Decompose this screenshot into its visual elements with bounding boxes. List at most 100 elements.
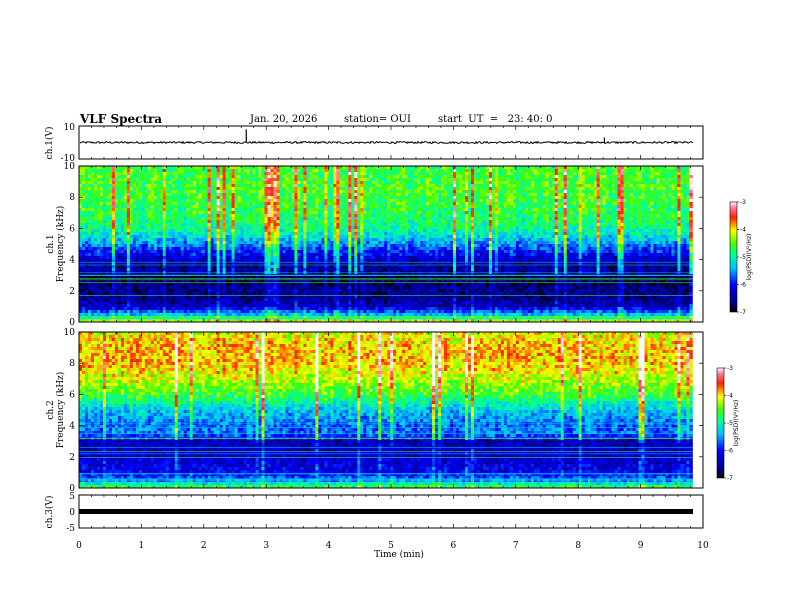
spectrogram-cell: [357, 175, 361, 179]
spectrogram-cell: [306, 202, 310, 206]
spectrogram-cell: [324, 214, 328, 218]
spectrogram-cell: [144, 199, 149, 203]
spectrogram-cell: [512, 166, 517, 170]
spectrogram-cell: [536, 235, 541, 239]
spectrogram-cell: [560, 226, 565, 230]
spectrogram-cell: [342, 193, 346, 197]
spectrogram-cell: [381, 199, 385, 203]
spectrogram-cell: [204, 175, 209, 179]
spectrogram-cell: [99, 214, 104, 218]
spectrogram-cell: [479, 208, 484, 212]
spectrogram-cell: [629, 175, 633, 179]
spectrogram-cell: [264, 226, 268, 230]
spectrogram-cell: [444, 196, 448, 200]
spectrogram-cell: [360, 166, 364, 170]
spectrogram-cell: [623, 187, 627, 191]
spectrogram-cell: [79, 175, 83, 179]
spectrogram-cell: [414, 205, 418, 209]
spectrogram-cell: [300, 166, 304, 170]
spectrogram-cell: [656, 208, 660, 212]
spectrogram-cell: [677, 166, 681, 170]
spectrogram-cell: [623, 214, 627, 218]
spectrogram-cell: [396, 184, 400, 188]
spectrogram-cell: [462, 235, 466, 239]
spectrogram-cell: [324, 235, 328, 239]
spectrogram-cell: [369, 184, 373, 188]
spectrogram-cell: [453, 181, 457, 185]
spectrogram-cell: [345, 196, 349, 200]
spectrogram-cell: [249, 196, 253, 200]
spectrogram-cell: [596, 190, 601, 194]
spectrogram-cell: [638, 178, 642, 182]
spectrogram-cell: [632, 211, 636, 215]
spectrogram-cell: [348, 196, 352, 200]
spectrogram-cell: [530, 208, 535, 212]
spectrogram-cell: [548, 187, 553, 191]
spectrogram-cell: [399, 169, 403, 173]
spectrogram-cell: [156, 235, 161, 239]
spectrogram-cell: [219, 226, 224, 230]
spectrogram-cell: [252, 217, 256, 221]
spectrogram-cell: [429, 187, 433, 191]
spectrogram-cell: [171, 205, 176, 209]
spectrogram-cell: [512, 187, 517, 191]
spectrogram-cell: [632, 205, 636, 209]
spectrogram-cell: [524, 229, 529, 233]
spectrogram-cell: [464, 196, 469, 200]
spectrogram-cell: [117, 205, 122, 209]
spectrogram-cell: [542, 178, 547, 182]
spectrogram-cell: [599, 175, 604, 179]
spectrogram-cell: [423, 217, 427, 221]
spectrogram-cell: [611, 226, 615, 230]
spectrogram-cell: [165, 202, 170, 206]
spectrogram-cell: [506, 181, 511, 185]
spectrogram-cell: [360, 211, 364, 215]
spectrogram-cell: [315, 214, 319, 218]
spectrogram-cell: [435, 220, 439, 224]
spectrogram-cell: [459, 166, 463, 170]
spectrogram-cell: [602, 211, 607, 215]
spectrogram-cell: [467, 214, 472, 218]
spectrogram-cell: [447, 169, 451, 173]
spectrogram-cell: [351, 178, 355, 182]
spectrogram-cell: [180, 226, 185, 230]
spectrogram-cell: [252, 220, 256, 224]
spectrogram-cell: [497, 223, 502, 227]
spectrogram-cell: [120, 208, 125, 212]
spectrogram-cell: [111, 166, 116, 170]
spectrogram-cell: [345, 235, 349, 239]
spectrogram-cell: [686, 172, 690, 176]
spectrogram-cell: [617, 226, 621, 230]
spectrogram-cell: [447, 199, 451, 203]
spectrogram-cell: [183, 205, 188, 209]
spectrogram-cell: [656, 193, 660, 197]
spectrogram-cell: [123, 208, 128, 212]
spectrogram-cell: [686, 193, 690, 197]
spectrogram-cell: [677, 223, 681, 227]
spectrogram-cell: [527, 208, 532, 212]
spectrogram-cell: [662, 175, 666, 179]
spectrogram-cell: [159, 232, 164, 236]
spectrogram-cell: [387, 187, 391, 191]
spectrogram-cell: [81, 208, 86, 212]
spectrogram-cell: [506, 214, 511, 218]
spectrogram-cell: [79, 166, 83, 170]
spectrogram-cell: [656, 229, 660, 233]
spectrogram-cell: [240, 223, 244, 227]
spectrogram-cell: [677, 190, 681, 194]
spectrogram-cell: [659, 208, 663, 212]
spectrogram-cell: [533, 190, 538, 194]
spectrogram-cell: [479, 220, 484, 224]
spectrogram-cell: [168, 223, 173, 227]
spectrogram-cell: [623, 208, 627, 212]
spectrogram-cell: [171, 181, 176, 185]
spectrogram-cell: [572, 199, 577, 203]
spectrogram-cell: [596, 193, 601, 197]
spectrogram-cell: [429, 202, 433, 206]
spectrogram-cell: [243, 229, 247, 233]
spectrogram-cell: [183, 175, 188, 179]
ch1-spikes: [245, 129, 606, 143]
spectrogram-cell: [273, 223, 277, 227]
spectrogram-cell: [276, 193, 280, 197]
spectrogram-cell: [231, 226, 235, 230]
